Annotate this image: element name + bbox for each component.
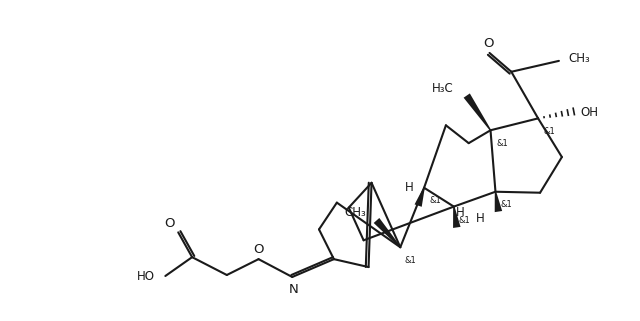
Polygon shape — [415, 187, 425, 207]
Text: N: N — [289, 283, 298, 296]
Text: &1: &1 — [459, 216, 470, 225]
Text: CH₃: CH₃ — [345, 206, 367, 219]
Text: &1: &1 — [429, 196, 441, 205]
Text: CH₃: CH₃ — [569, 52, 591, 65]
Text: H₃C: H₃C — [432, 82, 454, 95]
Polygon shape — [453, 206, 461, 228]
Polygon shape — [463, 93, 491, 131]
Text: O: O — [483, 37, 494, 49]
Text: H: H — [456, 206, 464, 219]
Text: &1: &1 — [497, 139, 508, 148]
Text: H: H — [404, 181, 413, 194]
Polygon shape — [495, 192, 502, 212]
Text: O: O — [253, 243, 264, 256]
Text: &1: &1 — [543, 127, 555, 136]
Text: HO: HO — [136, 271, 154, 283]
Text: H: H — [476, 212, 484, 225]
Text: &1: &1 — [404, 256, 416, 265]
Text: O: O — [164, 217, 175, 230]
Text: &1: &1 — [500, 200, 512, 209]
Polygon shape — [374, 218, 401, 248]
Text: OH: OH — [580, 106, 599, 119]
